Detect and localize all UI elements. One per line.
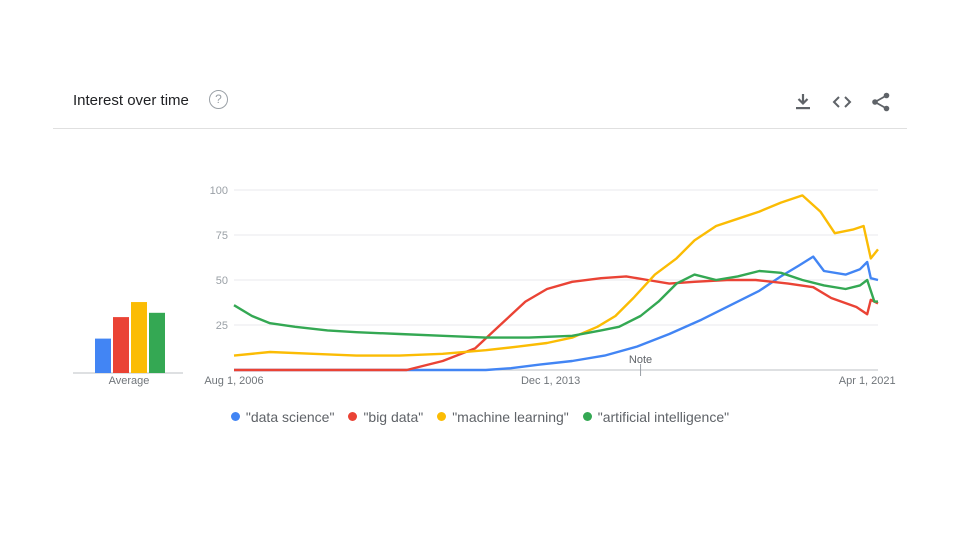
- average-bar[interactable]: [149, 312, 165, 373]
- x-tick-label: Dec 1, 2013: [521, 375, 580, 387]
- legend-item[interactable]: "big data": [348, 409, 423, 425]
- y-tick-label: 50: [216, 275, 228, 287]
- share-icon[interactable]: [869, 90, 893, 114]
- average-bar[interactable]: [113, 317, 129, 373]
- y-tick-label: 75: [216, 230, 228, 242]
- legend-dot-icon: [437, 412, 447, 421]
- average-bar[interactable]: [95, 338, 111, 373]
- help-icon[interactable]: ?: [209, 90, 228, 109]
- y-tick-label: 100: [210, 185, 228, 197]
- chart-legend: "data science" "big data" "machine learnin…: [53, 409, 907, 425]
- download-icon[interactable]: [791, 90, 815, 114]
- note-label[interactable]: Note: [629, 354, 652, 366]
- series-line-3[interactable]: [233, 194, 879, 357]
- embed-icon[interactable]: [830, 90, 854, 114]
- legend-item[interactable]: "artificial intelligence": [582, 409, 730, 425]
- legend-dot-icon: [582, 412, 592, 421]
- series-line-2[interactable]: [234, 275, 879, 372]
- legend-dot-icon: [230, 412, 240, 421]
- legend-item[interactable]: "data science": [230, 409, 335, 425]
- series-line-1[interactable]: [234, 255, 879, 372]
- legend-label: "big data": [363, 409, 424, 425]
- legend-label: "machine learning": [452, 409, 569, 425]
- average-bar[interactable]: [131, 302, 147, 373]
- average-bar-chart: [73, 302, 183, 374]
- average-label: Average: [108, 375, 150, 387]
- interest-over-time-card: Interest over time ? Average 100 75 50 25 Au…: [53, 78, 907, 438]
- card-header: Interest over time ?: [53, 78, 907, 129]
- legend-dot-icon: [348, 412, 358, 421]
- legend-label: "data science": [245, 409, 335, 425]
- x-tick-label: Aug 1, 2006: [204, 375, 263, 387]
- legend-label: "artificial intelligence": [597, 409, 730, 425]
- series-line-4[interactable]: [233, 269, 878, 339]
- legend-item[interactable]: "machine learning": [437, 409, 569, 425]
- y-tick-label: 25: [216, 320, 228, 332]
- x-tick-label: Apr 1, 2021: [839, 375, 896, 387]
- card-title: Interest over time: [73, 92, 189, 109]
- interest-line-chart: 100 75 50 25 Aug 1, 2006 Dec 1, 2013 Apr 1, 20…: [204, 185, 896, 387]
